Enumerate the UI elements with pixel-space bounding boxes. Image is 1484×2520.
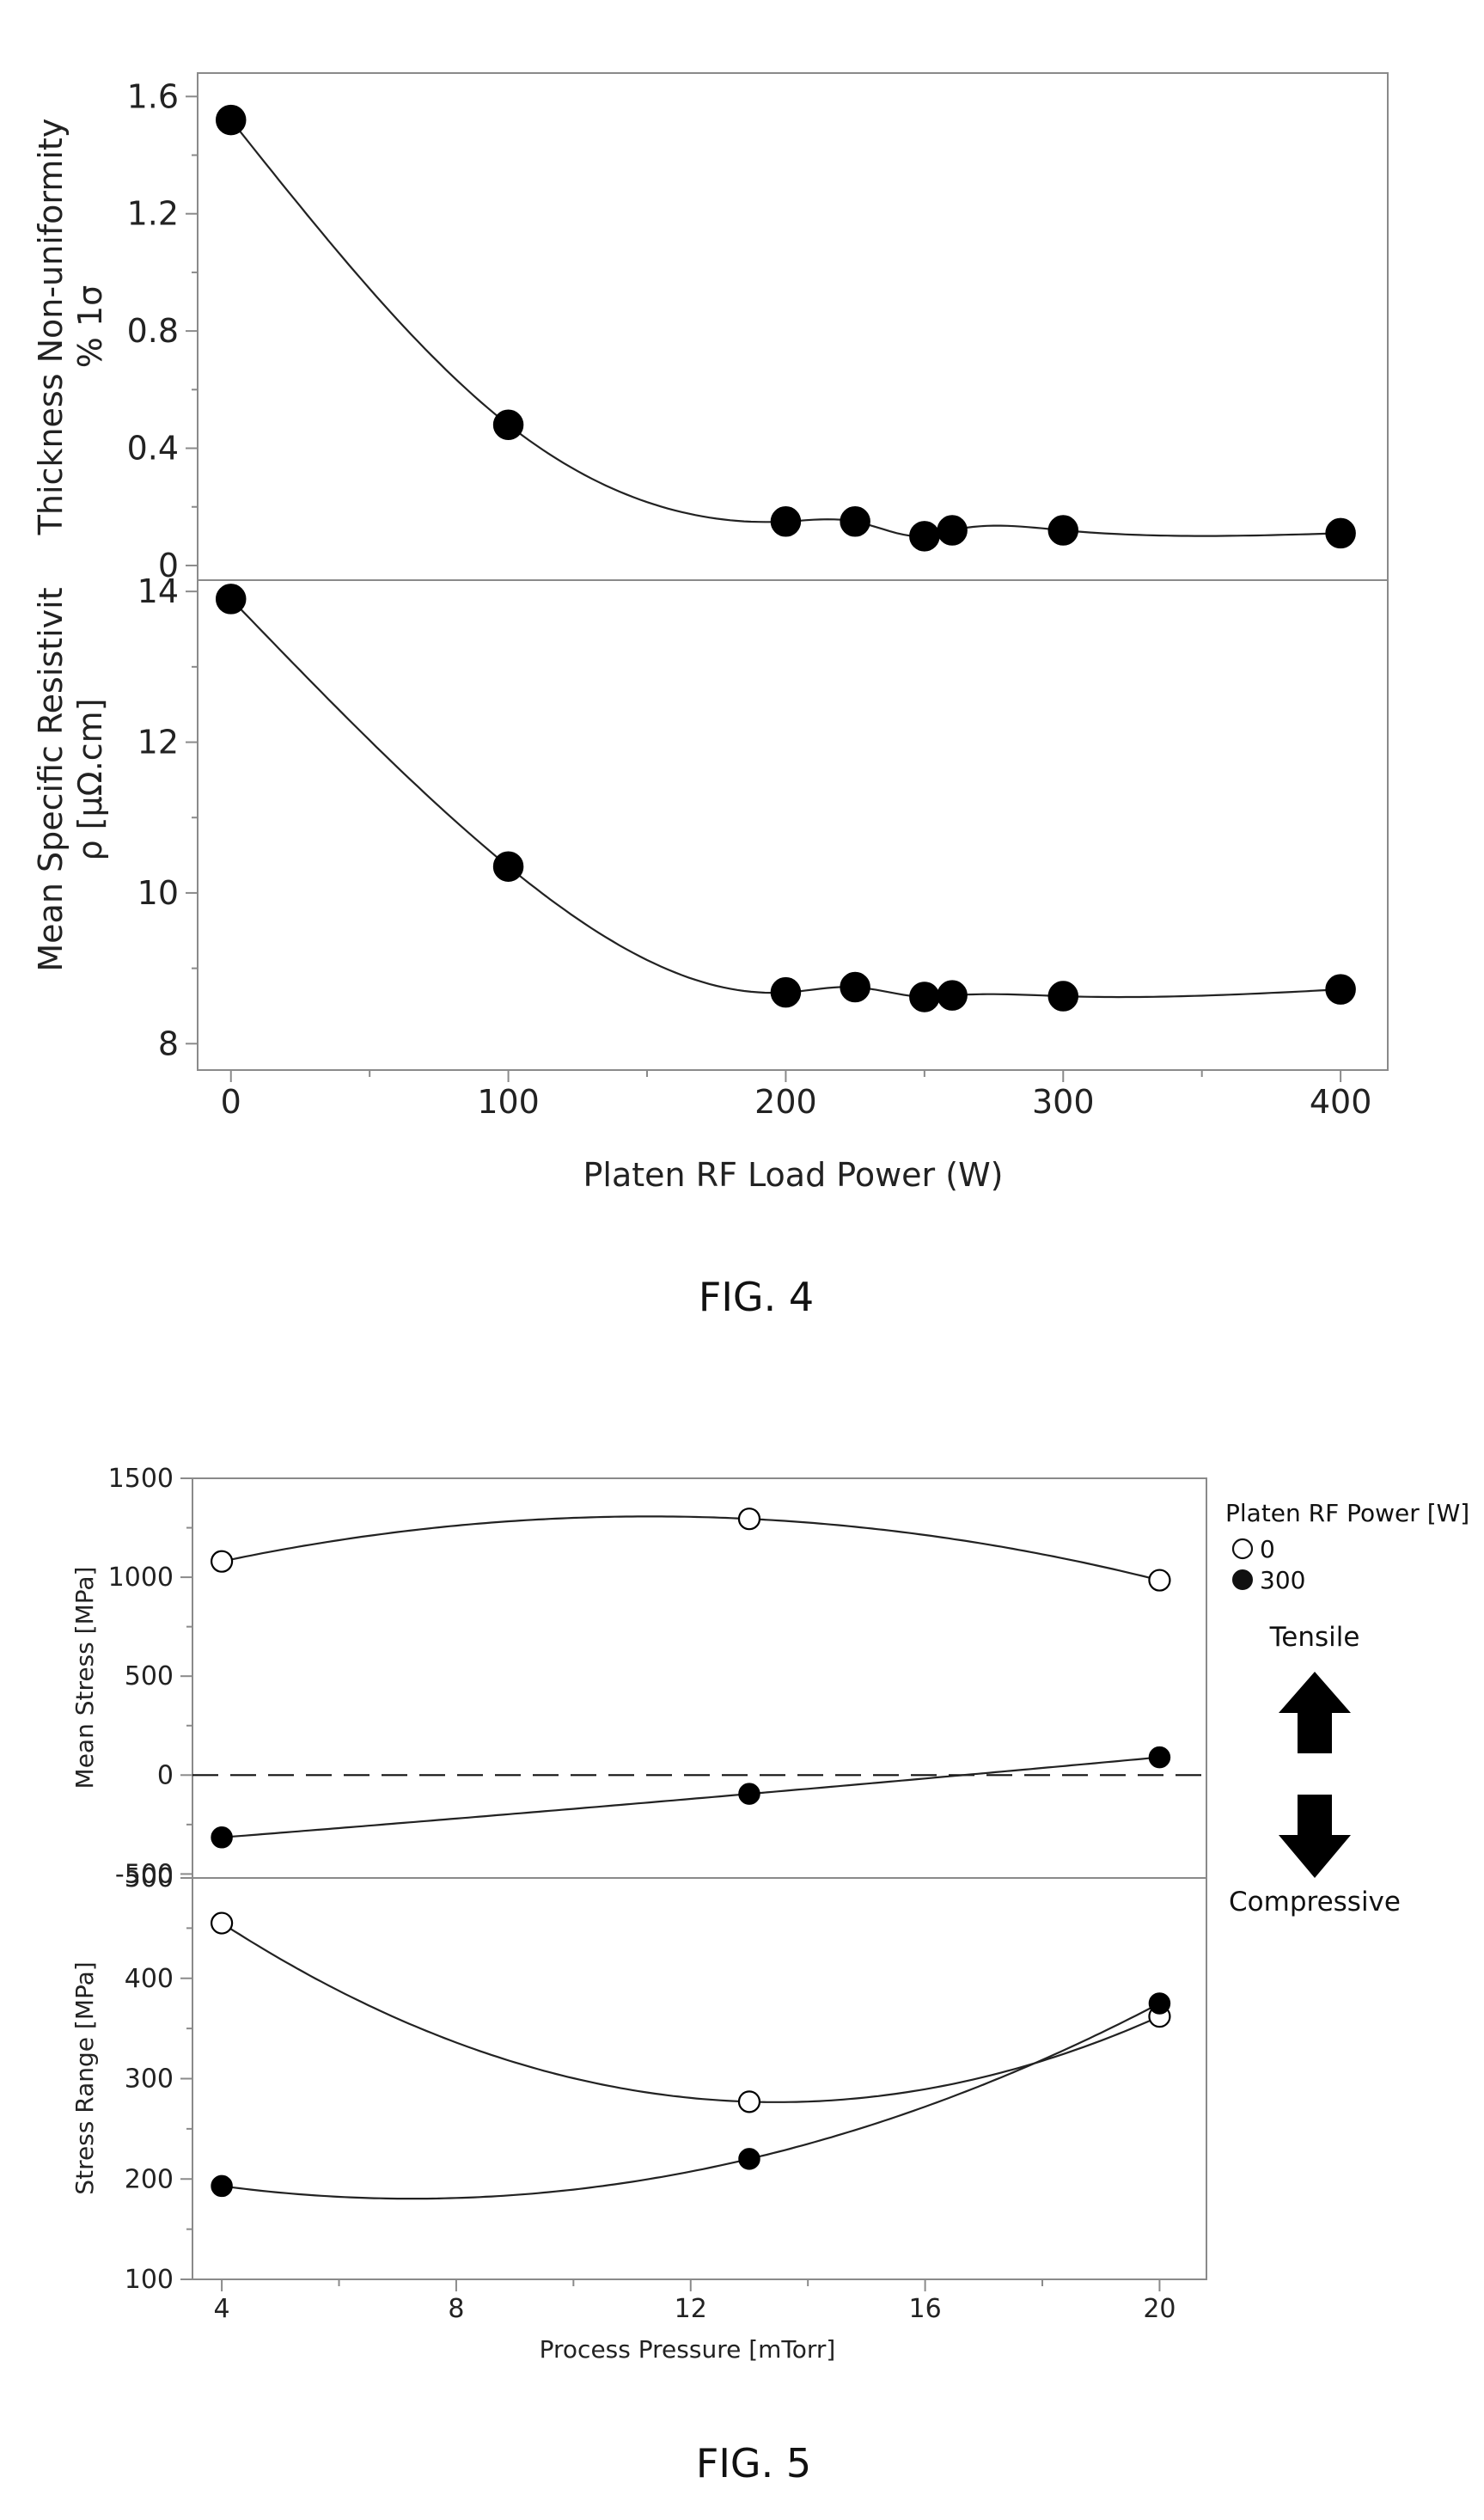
fig5-top-ytick-label: -500 bbox=[115, 1859, 174, 1889]
legend-marker-open bbox=[1231, 1538, 1254, 1560]
fig5-bottom-xtick-label: 4 bbox=[214, 2294, 230, 2324]
tensile-label: Tensile bbox=[1269, 1622, 1360, 1653]
fig5-top-point-0 bbox=[211, 1550, 234, 1573]
fig5-top-ytick-label: 1500 bbox=[108, 1464, 174, 1494]
fig4-top-ylabel-line1: Thickness Non-uniformity bbox=[32, 119, 70, 536]
fig4-bottom-ylabel-line1: Mean Specific Resistivit bbox=[32, 587, 70, 971]
fig5-bottom-xtick-label: 20 bbox=[1143, 2294, 1176, 2324]
fig5-legend: Platen RF Power [W] 0 300 bbox=[1225, 1499, 1469, 1594]
fig5-bottom-point-0 bbox=[737, 2090, 761, 2113]
fig4-top-ytick-label: 1.2 bbox=[127, 195, 179, 233]
fig5-top-ytick-label: 0 bbox=[157, 1760, 174, 1790]
fig4-top-ytick-label: 0.4 bbox=[127, 430, 179, 468]
fig4-bottom-point-0 bbox=[840, 971, 870, 1003]
fig4-bottom-ytick-label: 10 bbox=[137, 874, 179, 912]
fig5-bottom-xtick-label: 16 bbox=[909, 2294, 942, 2324]
fig4-bottom-point-0 bbox=[909, 982, 940, 1012]
fig5-bottom-ytick-label: 500 bbox=[125, 1863, 174, 1893]
fig4-top-point-0 bbox=[937, 515, 968, 546]
fig5-bottom-point-300 bbox=[211, 2174, 233, 2198]
fig4-bottom-point-0 bbox=[1047, 981, 1079, 1012]
fig4-top-ytick-label: 0 bbox=[158, 547, 179, 584]
down-arrow-icon bbox=[1279, 1795, 1351, 1878]
fig4-bottom-xtick-label: 200 bbox=[754, 1083, 817, 1121]
fig4-bottom-point-0 bbox=[770, 976, 802, 1008]
fig5-bottom-xtick-label: 8 bbox=[448, 2294, 464, 2324]
fig5-top-ytick-label: 1000 bbox=[108, 1563, 174, 1593]
fig4-top-ytick-label: 0.8 bbox=[127, 312, 179, 350]
fig5-bottom-xtick-label: 12 bbox=[675, 2294, 707, 2324]
fig5-top-point-300 bbox=[1148, 1746, 1171, 1769]
fig5-bottom-fit-curve-300 bbox=[221, 2002, 1160, 2200]
fig5-bottom-ytick-label: 200 bbox=[125, 2164, 174, 2194]
fig5-bottom-ylabel: Stress Range [MPa] bbox=[70, 1961, 99, 2194]
fig4-bottom-ytick-label: 14 bbox=[137, 572, 179, 610]
fig4-top-plot-area bbox=[197, 72, 1389, 581]
legend-title: Platen RF Power [W] bbox=[1225, 1499, 1469, 1527]
fig4-bottom-point-0 bbox=[1325, 974, 1356, 1005]
fig5-bottom-plot-area bbox=[192, 1877, 1207, 2280]
fig4-bottom-ytick-label: 8 bbox=[158, 1025, 179, 1062]
fig5-top-point-0 bbox=[737, 1508, 761, 1531]
fig5-top-plot-area bbox=[192, 1477, 1207, 1879]
up-arrow-icon bbox=[1279, 1672, 1351, 1753]
legend-item-300: 300 bbox=[1260, 1566, 1305, 1594]
fig5-top-ylabel: Mean Stress [MPa] bbox=[70, 1567, 99, 1789]
fig4-bottom-ylabel-line2: ρ [μΩ.cm] bbox=[71, 698, 109, 860]
fig5-bottom-fit-curve-0 bbox=[221, 1922, 1160, 2103]
stress-direction-annotation: Tensile Compressive bbox=[1229, 1622, 1401, 1918]
fig4-bottom-marks: 8 10 12 14 0 100 200 300 400 bbox=[137, 572, 1372, 1121]
fig4-caption: FIG. 4 bbox=[699, 1274, 814, 1320]
fig4-top-point-0 bbox=[215, 104, 247, 136]
fig4-top-ylabel-line2: % 1σ bbox=[71, 285, 109, 368]
fig4-bottom-xtick-label: 0 bbox=[221, 1083, 241, 1121]
legend-item-0: 0 bbox=[1260, 1535, 1275, 1563]
compressive-label: Compressive bbox=[1229, 1887, 1401, 1918]
fig4-top-point-0 bbox=[770, 506, 802, 537]
fig4-top-point-0 bbox=[909, 521, 940, 552]
fig4-top-ytick-label: 1.6 bbox=[127, 77, 179, 115]
fig4-bottom-xtick-label: 300 bbox=[1032, 1083, 1095, 1121]
fig5-bottom-ytick-label: 100 bbox=[125, 2265, 174, 2295]
fig4-xlabel: Platen RF Load Power (W) bbox=[583, 1156, 1004, 1194]
fig4-top-point-0 bbox=[1325, 517, 1356, 549]
fig4-bottom-xtick-label: 100 bbox=[477, 1083, 540, 1121]
fig4-top-point-0 bbox=[492, 409, 524, 440]
fig5-top-ytick-label: 500 bbox=[125, 1661, 174, 1691]
fig5-top-point-300 bbox=[211, 1826, 233, 1849]
fig4-bottom-point-0 bbox=[215, 584, 247, 615]
legend-marker-filled bbox=[1232, 1569, 1253, 1590]
fig4-bottom-point-0 bbox=[492, 851, 524, 882]
fig5-bottom-point-0 bbox=[211, 1911, 234, 1935]
fig5-bottom-point-300 bbox=[1148, 1992, 1171, 2015]
fig5-top-fit-curve-300 bbox=[222, 1756, 1160, 1838]
fig5-top-point-0 bbox=[1148, 1569, 1171, 1592]
fig5-caption: FIG. 5 bbox=[696, 2440, 811, 2486]
fig4-top-marks: 0 0.4 0.8 1.2 1.6 bbox=[127, 77, 1356, 584]
fig4-bottom-xtick-label: 400 bbox=[1310, 1083, 1372, 1121]
fig5-xlabel: Process Pressure [mTorr] bbox=[540, 2335, 836, 2364]
fig5-bottom-marks: 100 200 300 400 500 4 8 12 16 20 bbox=[125, 1863, 1176, 2324]
fig5-top-point-300 bbox=[738, 1783, 760, 1805]
fig5-top-fit-curve-0 bbox=[221, 1515, 1160, 1581]
fig5-top-marks: -500 0 500 1000 1500 bbox=[108, 1464, 1206, 1889]
fig4-bottom-point-0 bbox=[937, 980, 968, 1011]
fig4-bottom-ytick-label: 12 bbox=[137, 724, 179, 762]
fig5-bottom-ytick-label: 400 bbox=[125, 1964, 174, 1994]
fig5-bottom-ytick-label: 300 bbox=[125, 2064, 174, 2095]
fig4-top-point-0 bbox=[840, 506, 870, 537]
fig4-top-point-0 bbox=[1047, 515, 1079, 546]
fig5-bottom-point-300 bbox=[738, 2148, 760, 2170]
